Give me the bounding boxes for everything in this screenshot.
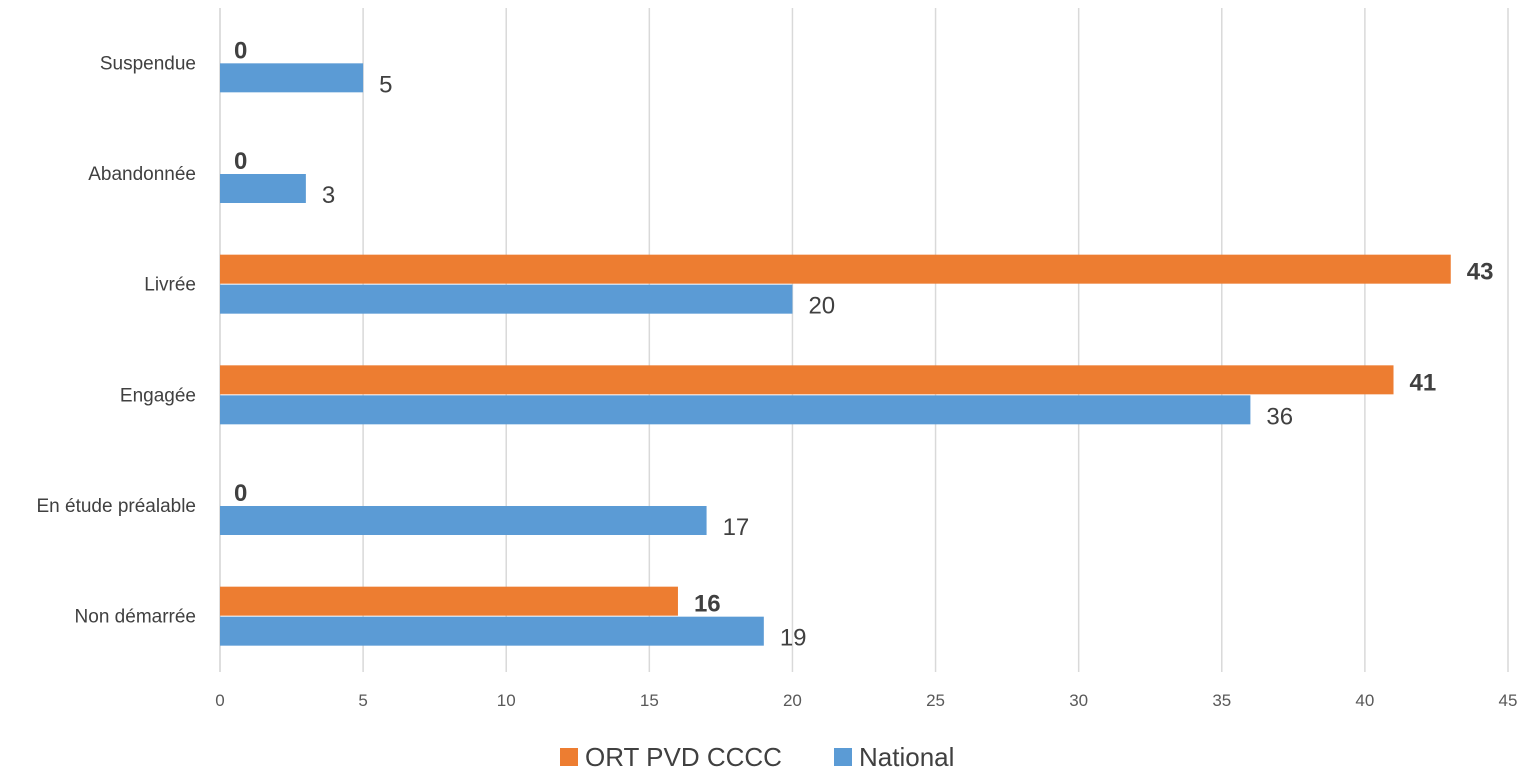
x-tick-label: 25 xyxy=(926,691,945,710)
data-label: 17 xyxy=(723,514,750,541)
x-tick-label: 15 xyxy=(640,691,659,710)
data-label: 16 xyxy=(694,591,721,618)
category-label: Livrée xyxy=(144,275,196,296)
legend-label: ORT PVD CCCC xyxy=(585,742,782,771)
category-label: Suspendue xyxy=(100,53,196,74)
bar-national xyxy=(220,174,306,203)
x-tick-label: 20 xyxy=(783,691,802,710)
bar-ort-pvd-cccc xyxy=(220,365,1394,395)
data-label: 20 xyxy=(808,293,835,320)
data-label: 0 xyxy=(234,480,247,507)
bar-national xyxy=(220,63,364,93)
data-label: 19 xyxy=(780,625,807,652)
category-label: Abandonnée xyxy=(88,164,196,185)
category-label: Engagée xyxy=(120,385,196,406)
x-tick-label: 40 xyxy=(1355,691,1374,710)
x-tick-label: 5 xyxy=(358,691,367,710)
data-label: 3 xyxy=(322,182,335,209)
data-label: 36 xyxy=(1266,403,1293,430)
data-label: 0 xyxy=(234,148,247,175)
category-label: En étude préalable xyxy=(36,496,196,517)
bar-national xyxy=(220,506,707,535)
x-tick-label: 35 xyxy=(1212,691,1231,710)
x-tick-label: 10 xyxy=(497,691,516,710)
data-label: 41 xyxy=(1410,369,1437,396)
bar-ort-pvd-cccc xyxy=(220,586,678,616)
category-label: Non démarrée xyxy=(75,607,196,628)
data-label: 43 xyxy=(1467,259,1494,286)
data-label: 0 xyxy=(234,37,247,64)
bar-national xyxy=(220,616,764,646)
legend-swatch xyxy=(834,748,852,766)
legend-label: National xyxy=(859,742,954,771)
bar-national xyxy=(220,395,1251,425)
bar-ort-pvd-cccc xyxy=(220,254,1451,284)
legend-swatch xyxy=(560,748,578,766)
x-tick-label: 30 xyxy=(1069,691,1088,710)
x-tick-label: 45 xyxy=(1499,691,1518,710)
data-label: 5 xyxy=(379,71,392,98)
bar-national xyxy=(220,284,793,314)
x-tick-label: 0 xyxy=(215,691,224,710)
